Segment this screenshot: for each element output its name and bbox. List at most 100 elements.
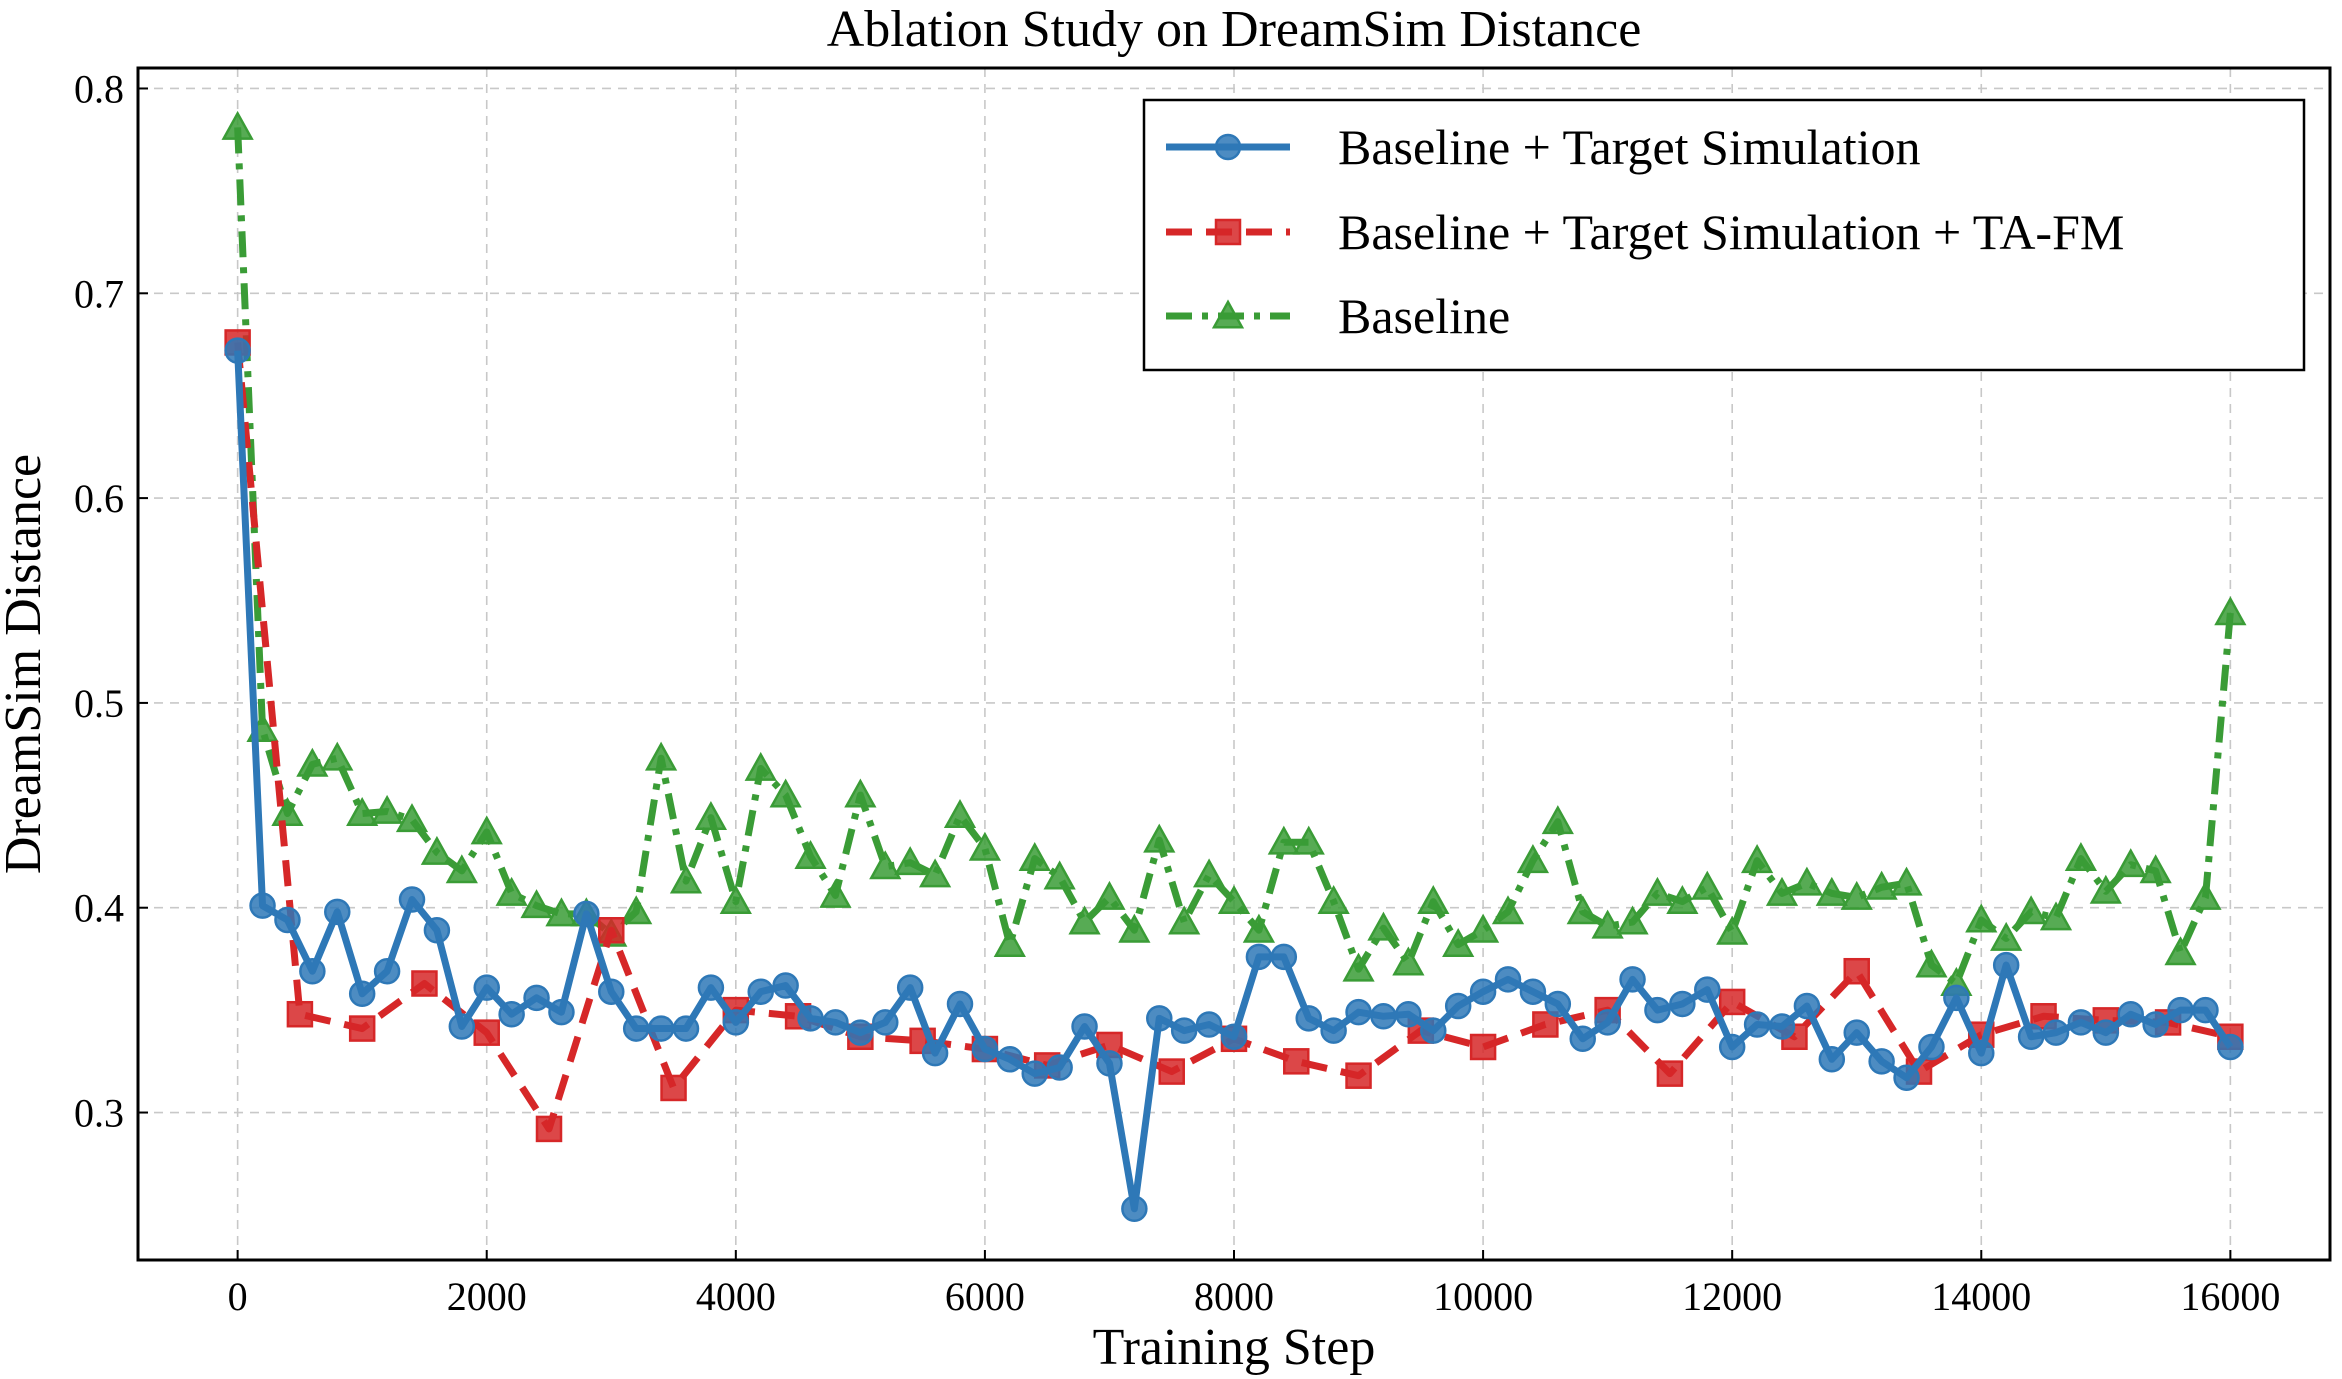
data-point — [2114, 848, 2147, 878]
data-point — [996, 1046, 1024, 1073]
data-point — [1220, 1023, 1248, 1051]
data-point — [1718, 1033, 1746, 1061]
x-tick-label: 10000 — [1433, 1274, 1533, 1319]
data-point — [1918, 1033, 1945, 1061]
data-point — [1146, 1005, 1173, 1032]
data-point — [1566, 895, 1599, 925]
data-point — [744, 751, 777, 781]
data-point — [968, 831, 1002, 861]
data-point — [1469, 978, 1497, 1005]
data-point — [1021, 1060, 1048, 1087]
data-point — [548, 998, 575, 1026]
data-point — [672, 1015, 700, 1042]
data-point — [694, 801, 728, 831]
data-point — [573, 900, 600, 928]
data-point — [872, 1009, 899, 1036]
series-layer — [221, 110, 2247, 1223]
data-point — [2089, 874, 2122, 904]
data-point — [1195, 1011, 1223, 1038]
data-point — [395, 803, 429, 833]
y-tick-label: 0.8 — [74, 66, 124, 111]
data-point — [896, 974, 924, 1001]
data-point — [398, 886, 426, 913]
data-point — [1992, 951, 2020, 979]
x-tick-label: 16000 — [2180, 1274, 2280, 1319]
data-point — [918, 858, 952, 888]
data-point — [1170, 1017, 1198, 1044]
data-point — [448, 1013, 476, 1040]
data-point — [1096, 1050, 1123, 1077]
data-point — [495, 876, 528, 906]
data-point — [324, 898, 351, 926]
data-point — [669, 864, 703, 894]
data-point — [1071, 1013, 1098, 1040]
data-point — [1765, 876, 1799, 906]
data-point — [1068, 905, 1101, 935]
data-point — [2064, 841, 2098, 872]
y-axis-label: DreamSim Distance — [0, 454, 52, 874]
data-point — [1815, 876, 1848, 906]
data-point — [2192, 996, 2219, 1024]
data-point — [1367, 911, 1400, 941]
data-point — [943, 798, 977, 829]
legend-item-3: Baseline — [1166, 288, 1510, 344]
data-point — [1018, 841, 1051, 872]
data-point — [697, 974, 725, 1001]
data-point — [921, 1039, 949, 1067]
data-point — [473, 1019, 500, 1046]
data-point — [1890, 866, 1923, 896]
data-point — [2167, 996, 2194, 1024]
data-point — [1569, 1025, 1596, 1053]
legend-label: Baseline + Target Simulation — [1338, 119, 1921, 175]
data-point — [1644, 996, 1671, 1024]
data-point — [470, 815, 503, 845]
data-point — [1217, 885, 1251, 915]
data-point — [2017, 1023, 2045, 1051]
data-point — [286, 1000, 314, 1028]
data-point — [1466, 913, 1500, 943]
data-point — [797, 1005, 824, 1032]
data-point — [1768, 1013, 1796, 1040]
data-point — [370, 794, 404, 824]
data-point — [1616, 905, 1649, 935]
data-point — [2217, 1033, 2244, 1061]
data-point — [1442, 928, 1475, 958]
x-tick-label: 0 — [228, 1274, 248, 1319]
data-point — [348, 1015, 376, 1042]
data-point — [296, 747, 329, 777]
data-point — [1370, 1003, 1397, 1030]
data-point — [869, 850, 902, 880]
data-point — [1544, 990, 1572, 1018]
y-tick-label: 0.5 — [74, 681, 124, 726]
legend-item-1: Baseline + Target Simulation — [1166, 119, 1921, 175]
chart-title: Ablation Study on DreamSim Distance — [827, 1, 1642, 58]
data-point — [2214, 596, 2247, 626]
data-point — [1716, 915, 1749, 945]
data-point — [1532, 1011, 1559, 1038]
data-point — [1420, 1017, 1447, 1044]
data-point — [373, 957, 401, 985]
data-point — [1743, 1011, 1771, 1038]
data-point — [1790, 866, 1824, 896]
data-point — [598, 978, 625, 1005]
legend-marker-swatch — [1211, 299, 1245, 329]
legend-marker-swatch — [1214, 218, 1242, 246]
data-point — [545, 897, 578, 927]
data-point — [844, 778, 877, 808]
data-point — [1666, 885, 1699, 915]
data-point — [224, 337, 251, 364]
data-point — [644, 741, 678, 771]
data-point — [620, 895, 653, 925]
data-point — [1965, 903, 1998, 933]
data-point — [1121, 1195, 1148, 1223]
data-point — [1641, 876, 1674, 906]
data-point — [1444, 992, 1472, 1020]
data-point — [1417, 885, 1450, 915]
data-point — [1395, 1000, 1422, 1028]
data-point — [993, 928, 1026, 958]
data-point — [1843, 1019, 1870, 1046]
data-point — [1718, 988, 1746, 1016]
data-point — [1118, 913, 1151, 943]
x-tick-label: 12000 — [1682, 1274, 1782, 1319]
